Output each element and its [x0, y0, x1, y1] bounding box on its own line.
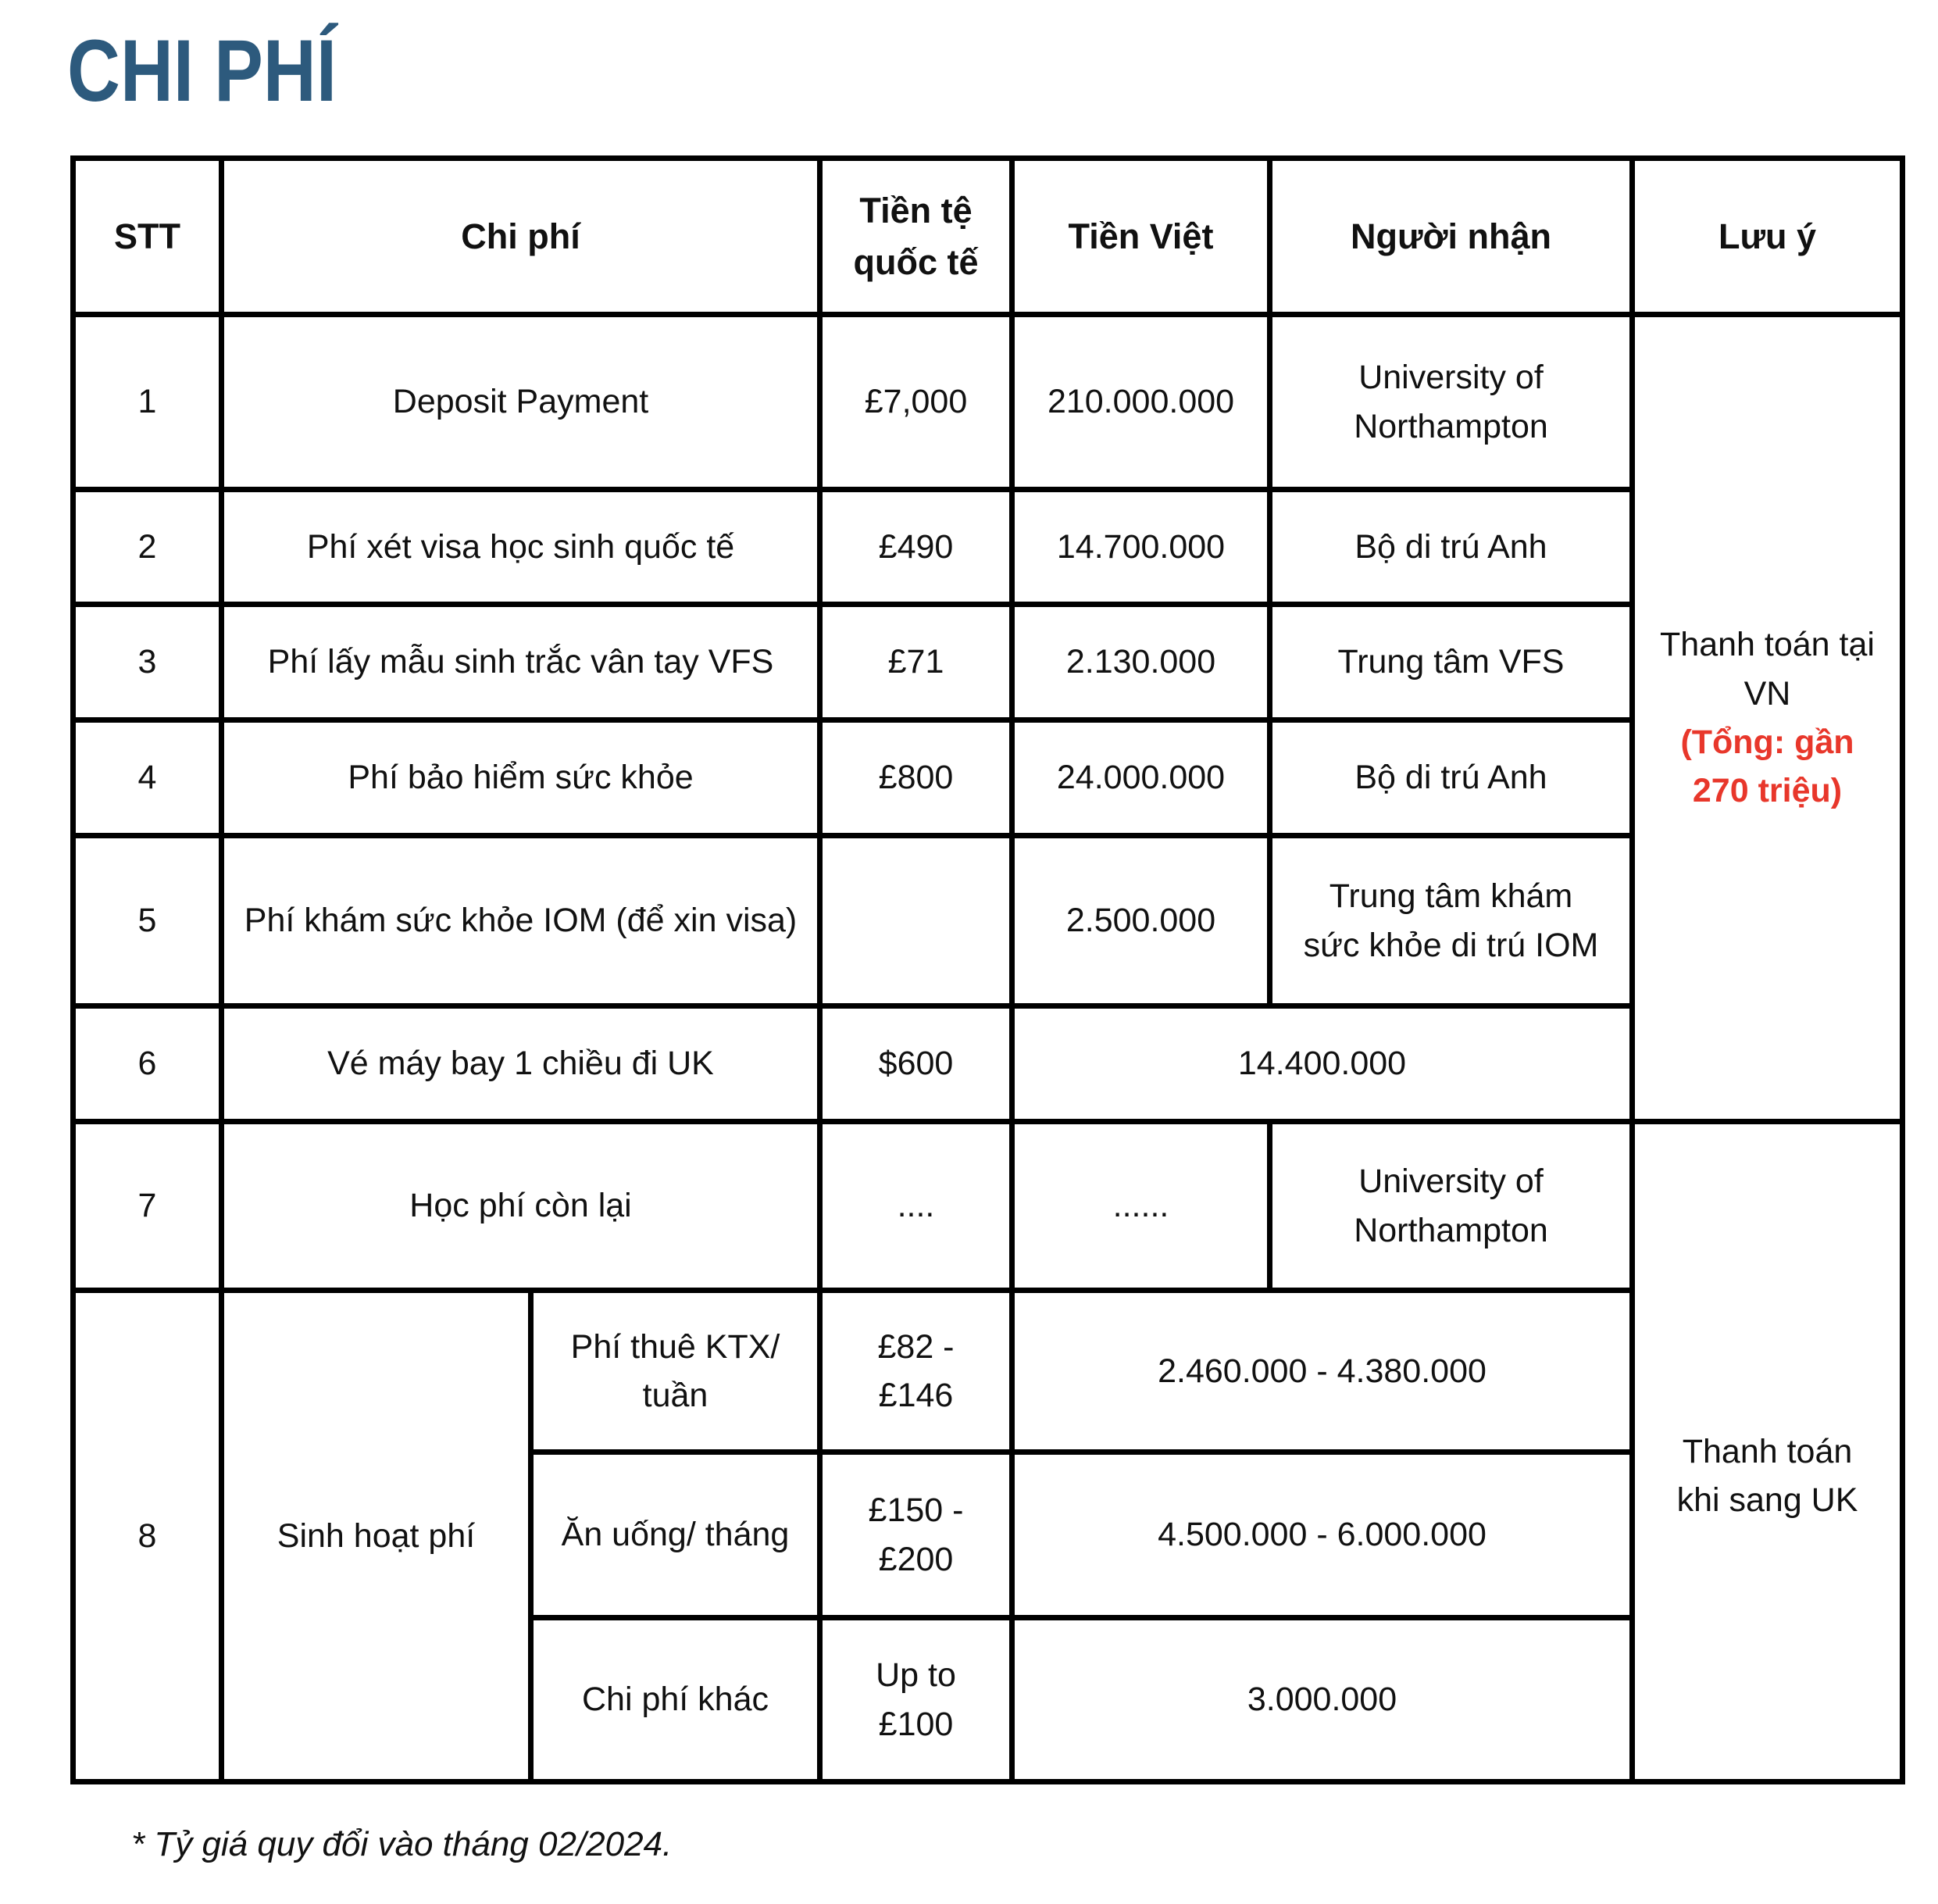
cell-r7-stt: 7	[70, 1119, 224, 1293]
table-row-4: 4 Phí bảo hiểm sức khỏe £800 24.000.000 …	[70, 717, 1903, 838]
header-nguoi-nhan: Người nhận	[1267, 155, 1635, 317]
cell-r5-stt: 5	[70, 833, 224, 1009]
page-title: CHI PHÍ	[67, 22, 337, 120]
cell-r8a-tien-te: £82 - £146	[817, 1288, 1015, 1455]
cell-r7-tien-viet: ......	[1009, 1119, 1272, 1293]
cell-r2-tien-te: £490	[817, 487, 1015, 607]
table-row-6: 6 Vé máy bay 1 chiều đi UK $600 14.400.0…	[70, 1003, 1903, 1124]
cell-r1-nguoi-nhan: University of Northampton	[1267, 312, 1635, 492]
cell-r5-tien-te	[817, 833, 1015, 1009]
table-row-7: 7 Học phí còn lại .... ...... University…	[70, 1119, 1905, 1784]
header-stt: STT	[70, 155, 224, 317]
header-row: STT Chi phí Tiền tệ quốc tế Tiền Việt Ng…	[70, 155, 1905, 317]
header-tien-viet: Tiền Việt	[1009, 155, 1272, 317]
cell-r8-chi-phi: Sinh hoạt phí	[219, 1288, 534, 1784]
cell-luu-y-uk-group: Thanh toán khi sang UK	[1629, 1119, 1905, 1784]
cost-table: STT Chi phí Tiền tệ quốc tế Tiền Việt Ng…	[70, 155, 1905, 1784]
cell-r7-nguoi-nhan: University of Northampton	[1267, 1119, 1635, 1293]
cell-r4-chi-phi: Phí bảo hiểm sức khỏe	[219, 717, 823, 838]
cell-r4-nguoi-nhan: Bộ di trú Anh	[1267, 717, 1635, 838]
table-row-8a: 8 Sinh hoạt phí Phí thuê KTX/ tuần £82 -…	[70, 1288, 1903, 1784]
cell-r1-tien-viet: 210.000.000	[1009, 312, 1272, 492]
cell-luu-y-vn-group: Thanh toán tại VN (Tổng: gần 270 triệu)	[1629, 312, 1905, 1124]
cell-r4-tien-viet: 24.000.000	[1009, 717, 1272, 838]
cell-r4-stt: 4	[70, 717, 224, 838]
cell-r3-stt: 3	[70, 602, 224, 723]
table-row-8b: Ăn uống/ tháng £150 - £200 4.500.000 - 6…	[73, 1449, 1903, 1620]
exchange-rate-footnote: * Tỷ giá quy đổi vào tháng 02/2024.	[131, 1825, 673, 1863]
cell-r8a-sub-label: Phí thuê KTX/ tuần	[528, 1288, 823, 1455]
cell-r3-nguoi-nhan: Trung tâm VFS	[1267, 602, 1635, 723]
cell-r6-tien-viet-merged: 14.400.000	[1009, 1003, 1635, 1124]
cell-r5-nguoi-nhan: Trung tâm khám sức khỏe di trú IOM	[1267, 833, 1635, 1009]
cell-r8c-tien-viet-merged: 3.000.000	[1009, 1615, 1635, 1784]
header-luu-y: Lưu ý	[1629, 155, 1905, 317]
table-row-5: 5 Phí khám sức khỏe IOM (để xin visa) 2.…	[70, 833, 1903, 1009]
cell-r7-chi-phi: Học phí còn lại	[219, 1119, 823, 1293]
cell-r8b-tien-viet-merged: 4.500.000 - 6.000.000	[1009, 1449, 1635, 1620]
cell-r8a-tien-viet-merged: 2.460.000 - 4.380.000	[1009, 1288, 1635, 1455]
cell-r2-tien-viet: 14.700.000	[1009, 487, 1272, 607]
cell-r5-chi-phi: Phí khám sức khỏe IOM (để xin visa)	[219, 833, 823, 1009]
cell-r8-stt: 8	[70, 1288, 224, 1784]
cell-r1-tien-te: £7,000	[817, 312, 1015, 492]
header-chi-phi: Chi phí	[219, 155, 823, 317]
cell-r2-nguoi-nhan: Bộ di trú Anh	[1267, 487, 1635, 607]
note-pay-in-vn: Thanh toán tại VN	[1660, 626, 1875, 713]
cell-r7-tien-te: ....	[817, 1119, 1015, 1293]
cell-r1-chi-phi: Deposit Payment	[219, 312, 823, 492]
table-row-8c: Chi phí khác Up to £100 3.000.000	[73, 1615, 1903, 1784]
table-row-1: 1 Deposit Payment £7,000 210.000.000 Uni…	[70, 312, 1905, 1124]
note-pay-in-uk: Thanh toán khi sang UK	[1676, 1432, 1858, 1520]
cell-r4-tien-te: £800	[817, 717, 1015, 838]
header-tien-te-quoc-te: Tiền tệ quốc tế	[817, 155, 1015, 317]
cell-r3-tien-viet: 2.130.000	[1009, 602, 1272, 723]
cell-r3-chi-phi: Phí lấy mẫu sinh trắc vân tay VFS	[219, 602, 823, 723]
cell-r8b-sub-label: Ăn uống/ tháng	[528, 1449, 823, 1620]
cell-r8b-tien-te: £150 - £200	[817, 1449, 1015, 1620]
cell-r8c-sub-label: Chi phí khác	[528, 1615, 823, 1784]
cell-r2-stt: 2	[70, 487, 224, 607]
cell-r6-chi-phi: Vé máy bay 1 chiều đi UK	[219, 1003, 823, 1124]
cell-r1-stt: 1	[70, 312, 224, 492]
cell-r8c-tien-te: Up to £100	[817, 1615, 1015, 1784]
table-row-3: 3 Phí lấy mẫu sinh trắc vân tay VFS £71 …	[70, 602, 1903, 723]
cell-r6-tien-te: $600	[817, 1003, 1015, 1124]
cell-r2-chi-phi: Phí xét visa học sinh quốc tế	[219, 487, 823, 607]
note-total-270-trieu: (Tổng: gần 270 triệu)	[1680, 723, 1854, 810]
cell-r5-tien-viet: 2.500.000	[1009, 833, 1272, 1009]
table-row-2: 2 Phí xét visa học sinh quốc tế £490 14.…	[70, 487, 1903, 607]
cell-r3-tien-te: £71	[817, 602, 1015, 723]
cell-r6-stt: 6	[70, 1003, 224, 1124]
